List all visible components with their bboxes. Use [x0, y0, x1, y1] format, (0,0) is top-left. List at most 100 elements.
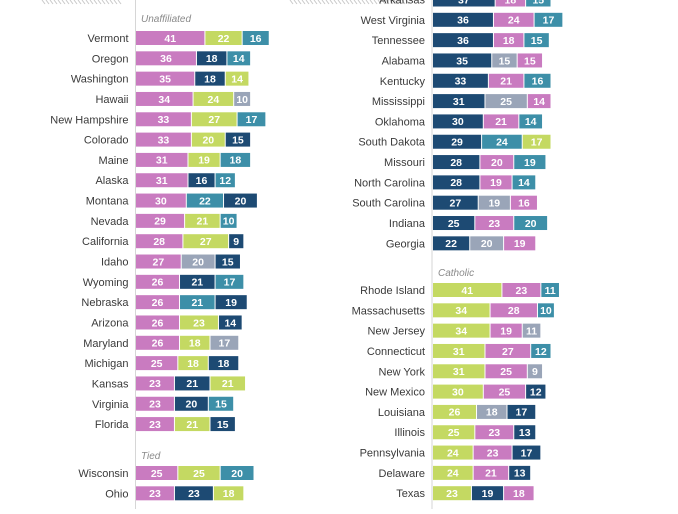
data-label-new-mexico-2: 25: [499, 386, 511, 398]
data-label-mississippi-3: 14: [533, 96, 545, 108]
data-label-maryland-2: 18: [189, 338, 201, 350]
data-label-oklahoma-3: 14: [525, 116, 537, 128]
data-label-michigan-3: 18: [218, 358, 230, 370]
state-label-new-york: New York: [379, 366, 426, 378]
state-label-connecticut: Connecticut: [367, 346, 425, 358]
data-label-montana-2: 22: [199, 195, 211, 207]
top-hatch-mark: [62, 0, 65, 4]
data-label-pennsylvania-2: 23: [487, 447, 499, 459]
data-label-florida-2: 21: [186, 419, 198, 431]
top-hatch-mark: [318, 0, 321, 4]
state-label-alabama: Alabama: [382, 55, 426, 67]
data-label-nebraska-3: 19: [225, 297, 237, 309]
section-title-unaffiliated: Unaffiliated: [141, 14, 191, 25]
data-label-virginia-3: 15: [215, 399, 227, 411]
data-label-new-jersey-2: 19: [500, 325, 512, 337]
data-label-texas-3: 18: [513, 488, 525, 500]
data-label-hawaii-3: 10: [236, 94, 248, 106]
top-hatch-mark: [322, 0, 325, 4]
data-label-maryland-3: 17: [219, 338, 231, 350]
data-label-rhode-island-3: 11: [545, 285, 556, 297]
top-hatch-mark: [94, 0, 97, 4]
data-label-arizona-2: 23: [193, 317, 205, 329]
state-label-kentucky: Kentucky: [380, 76, 426, 88]
top-hatch-mark: [350, 0, 353, 4]
data-label-tennessee-2: 18: [503, 35, 515, 47]
data-label-georgia-2: 20: [481, 238, 493, 250]
top-hatch-mark: [302, 0, 305, 4]
state-label-maine: Maine: [99, 155, 129, 167]
top-hatch-mark: [78, 0, 81, 4]
top-hatch-mark: [118, 0, 121, 4]
state-label-north-carolina: North Carolina: [354, 177, 426, 189]
data-label-nebraska-1: 26: [152, 297, 164, 309]
data-label-oregon-1: 36: [160, 53, 172, 65]
data-label-new-york-1: 31: [453, 366, 465, 378]
data-label-arizona-3: 14: [224, 317, 236, 329]
data-label-indiana-2: 23: [488, 218, 500, 230]
data-label-massachusetts-1: 34: [455, 305, 467, 317]
top-hatch-mark: [82, 0, 85, 4]
data-label-colorado-3: 15: [232, 134, 244, 146]
data-label-oregon-2: 18: [206, 53, 218, 65]
data-label-new-mexico-3: 12: [530, 386, 542, 398]
data-label-mississippi-1: 31: [453, 96, 465, 108]
data-label-illinois-1: 25: [448, 427, 460, 439]
data-label-maine-1: 31: [156, 155, 168, 167]
top-hatch-mark: [114, 0, 117, 4]
state-label-wyoming: Wyoming: [83, 277, 129, 289]
data-label-idaho-3: 15: [222, 256, 234, 268]
data-label-alabama-1: 35: [456, 55, 468, 67]
data-label-oklahoma-2: 21: [495, 116, 507, 128]
data-label-georgia-3: 19: [514, 238, 526, 250]
data-label-nevada-1: 29: [154, 216, 166, 228]
top-hatch-mark: [366, 0, 369, 4]
data-label-mississippi-2: 25: [500, 96, 512, 108]
state-label-colorado: Colorado: [84, 135, 129, 147]
state-label-nevada: Nevada: [91, 216, 130, 228]
state-label-kansas: Kansas: [92, 378, 129, 390]
top-hatch-mark: [346, 0, 349, 4]
data-label-north-carolina-1: 28: [450, 177, 462, 189]
top-hatch-mark: [102, 0, 105, 4]
top-hatch-mark: [354, 0, 357, 4]
data-label-maine-3: 18: [230, 155, 242, 167]
data-label-vermont-2: 22: [218, 33, 230, 45]
data-label-wyoming-2: 21: [191, 277, 203, 289]
top-hatch-mark: [334, 0, 337, 4]
data-label-kansas-3: 21: [222, 378, 234, 390]
data-label-montana-1: 30: [155, 195, 167, 207]
top-hatch-mark: [362, 0, 365, 4]
data-label-louisiana-2: 18: [486, 407, 498, 419]
data-label-rhode-island-1: 41: [461, 285, 473, 297]
top-hatch-mark: [110, 0, 113, 4]
top-hatch-mark: [370, 0, 373, 4]
data-label-kentucky-2: 21: [500, 76, 512, 88]
data-label-kentucky-3: 16: [532, 76, 544, 88]
data-label-colorado-2: 20: [202, 134, 214, 146]
data-label-pennsylvania-1: 24: [447, 447, 459, 459]
data-label-hawaii-1: 34: [158, 94, 170, 106]
state-label-georgia: Georgia: [386, 238, 426, 250]
data-label-vermont-3: 16: [250, 33, 262, 45]
state-label-south-carolina: South Carolina: [352, 198, 426, 210]
data-label-wisconsin-2: 25: [193, 468, 205, 480]
data-label-washington-3: 14: [231, 73, 243, 85]
state-label-west-virginia: West Virginia: [361, 15, 426, 27]
top-hatch-mark: [50, 0, 53, 4]
state-label-hawaii: Hawaii: [95, 94, 128, 106]
top-hatch-mark: [326, 0, 329, 4]
state-label-florida: Florida: [95, 419, 130, 431]
stacked-bar-chart: UnaffiliatedVermont 41 22 16Oregon 36 18 14Was…: [0, 0, 678, 509]
data-label-louisiana-3: 17: [516, 407, 528, 419]
data-label-virginia-2: 20: [186, 399, 198, 411]
top-hatch-mark: [90, 0, 93, 4]
top-hatch-mark: [98, 0, 101, 4]
data-label-south-carolina-3: 16: [518, 198, 530, 210]
state-label-wisconsin: Wisconsin: [78, 468, 128, 480]
data-label-nevada-3: 10: [223, 216, 235, 228]
data-label-michigan-2: 18: [187, 358, 199, 370]
data-label-missouri-2: 20: [491, 157, 503, 169]
data-label-south-dakota-1: 29: [451, 137, 463, 149]
data-label-nevada-2: 21: [197, 216, 209, 228]
